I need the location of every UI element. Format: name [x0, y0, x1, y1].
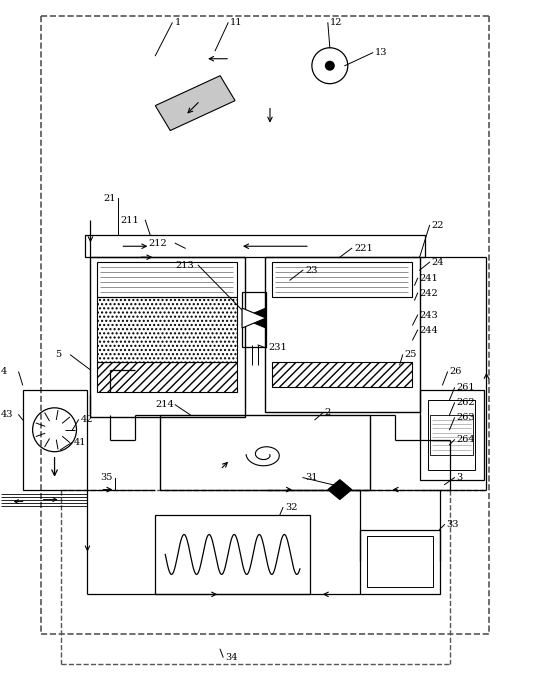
- Text: 11: 11: [230, 18, 242, 27]
- Text: 13: 13: [375, 48, 387, 57]
- Text: 213: 213: [175, 261, 194, 270]
- Bar: [272, 262, 412, 297]
- Text: 214: 214: [155, 401, 174, 409]
- Text: 261: 261: [457, 384, 475, 392]
- Text: 262: 262: [457, 399, 475, 407]
- Polygon shape: [155, 75, 235, 130]
- Circle shape: [325, 60, 335, 71]
- Bar: [265, 257, 420, 411]
- Bar: [160, 415, 370, 490]
- Bar: [429, 415, 474, 455]
- Bar: [97, 297, 237, 362]
- Text: 4: 4: [1, 367, 7, 376]
- Bar: [97, 362, 237, 392]
- Bar: [360, 530, 439, 594]
- Text: 22: 22: [431, 221, 444, 230]
- Bar: [97, 262, 237, 297]
- Bar: [155, 515, 310, 594]
- Text: 24: 24: [431, 258, 444, 267]
- Text: 26: 26: [450, 367, 462, 376]
- Polygon shape: [242, 308, 266, 328]
- Polygon shape: [328, 479, 352, 500]
- Text: 5: 5: [56, 350, 61, 359]
- Text: 34: 34: [225, 653, 238, 661]
- Text: 2: 2: [325, 408, 331, 418]
- Text: 35: 35: [100, 473, 113, 482]
- Text: 263: 263: [457, 414, 475, 422]
- Bar: [85, 235, 425, 257]
- Text: 21: 21: [104, 194, 116, 203]
- Bar: [22, 390, 88, 490]
- Text: 3: 3: [457, 473, 463, 482]
- Text: 42: 42: [81, 416, 93, 424]
- Text: 264: 264: [457, 435, 475, 444]
- Text: 23: 23: [305, 265, 317, 275]
- Text: 31: 31: [305, 473, 317, 482]
- Text: 25: 25: [405, 350, 417, 359]
- Bar: [420, 390, 484, 479]
- Text: 242: 242: [420, 289, 438, 297]
- Text: 221: 221: [355, 244, 373, 253]
- Text: 243: 243: [420, 310, 438, 320]
- Text: 244: 244: [420, 325, 438, 335]
- Bar: [90, 257, 245, 417]
- Text: 231: 231: [268, 344, 287, 352]
- Bar: [242, 292, 266, 347]
- Text: 41: 41: [74, 438, 86, 447]
- Text: 43: 43: [1, 410, 13, 420]
- Text: 33: 33: [446, 520, 459, 529]
- Polygon shape: [242, 308, 266, 328]
- Bar: [367, 536, 433, 587]
- Bar: [428, 400, 475, 470]
- Text: 1: 1: [175, 18, 182, 27]
- Text: 32: 32: [285, 503, 297, 512]
- Text: 211: 211: [120, 216, 139, 225]
- Text: 12: 12: [330, 18, 342, 27]
- Text: 212: 212: [148, 239, 167, 248]
- Bar: [272, 362, 412, 387]
- Text: 241: 241: [420, 274, 438, 282]
